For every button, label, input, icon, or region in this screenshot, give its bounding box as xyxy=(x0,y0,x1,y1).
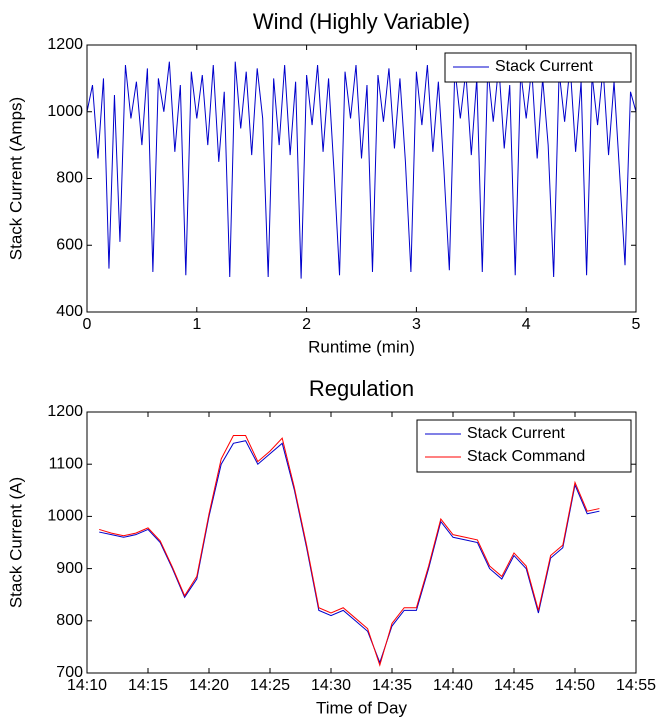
x-tick-label: 14:40 xyxy=(433,677,473,694)
legend-label: Stack Current xyxy=(467,425,565,442)
plot-area xyxy=(87,45,636,312)
axes-box xyxy=(86,44,637,313)
x-tick-label: 1 xyxy=(192,316,201,333)
x-tick-label: 14:25 xyxy=(250,677,290,694)
x-tick-label: 14:15 xyxy=(128,677,168,694)
y-tick-label: 900 xyxy=(56,560,83,577)
x-tick-label: 2 xyxy=(302,316,311,333)
x-tick-label: 14:55 xyxy=(616,677,656,694)
data-line xyxy=(99,440,600,665)
y-tick-label: 1100 xyxy=(49,455,84,472)
data-line xyxy=(99,434,600,667)
y-tick-label: 1200 xyxy=(47,403,83,420)
axes-box xyxy=(86,411,637,674)
y-tick-label: 1000 xyxy=(47,508,83,525)
x-tick-label: 14:45 xyxy=(494,677,534,694)
x-tick-label: 14:10 xyxy=(67,677,107,694)
x-tick-label: 14:20 xyxy=(189,677,229,694)
x-tick-label: 3 xyxy=(412,316,421,333)
x-tick-label: 14:50 xyxy=(555,677,595,694)
legend-box xyxy=(416,419,632,473)
y-tick-label: 600 xyxy=(56,236,83,253)
x-tick-label: 5 xyxy=(632,316,641,333)
x-tick-label: 14:35 xyxy=(372,677,412,694)
legend-box xyxy=(444,52,632,83)
x-axis-label: Runtime (min) xyxy=(308,337,415,356)
y-tick-label: 1000 xyxy=(47,103,83,120)
y-tick-label: 800 xyxy=(56,612,83,629)
y-tick-label: 1200 xyxy=(47,36,83,53)
chart-title: Wind (Highly Variable) xyxy=(253,9,470,34)
x-tick-label: 0 xyxy=(83,316,92,333)
chart-title: Regulation xyxy=(309,376,414,401)
y-axis-label: Stack Current (A) xyxy=(6,477,25,608)
x-tick-label: 14:30 xyxy=(311,677,351,694)
x-tick-label: 4 xyxy=(522,316,531,333)
y-tick-label: 800 xyxy=(56,170,83,187)
y-axis-label: Stack Current (Amps) xyxy=(6,97,25,260)
y-tick-label: 400 xyxy=(56,303,83,320)
y-tick-label: 700 xyxy=(56,664,83,681)
x-axis-label: Time of Day xyxy=(316,698,408,717)
legend-label: Stack Command xyxy=(467,448,585,465)
legend-label: Stack Current xyxy=(495,58,593,75)
data-line xyxy=(86,61,637,279)
